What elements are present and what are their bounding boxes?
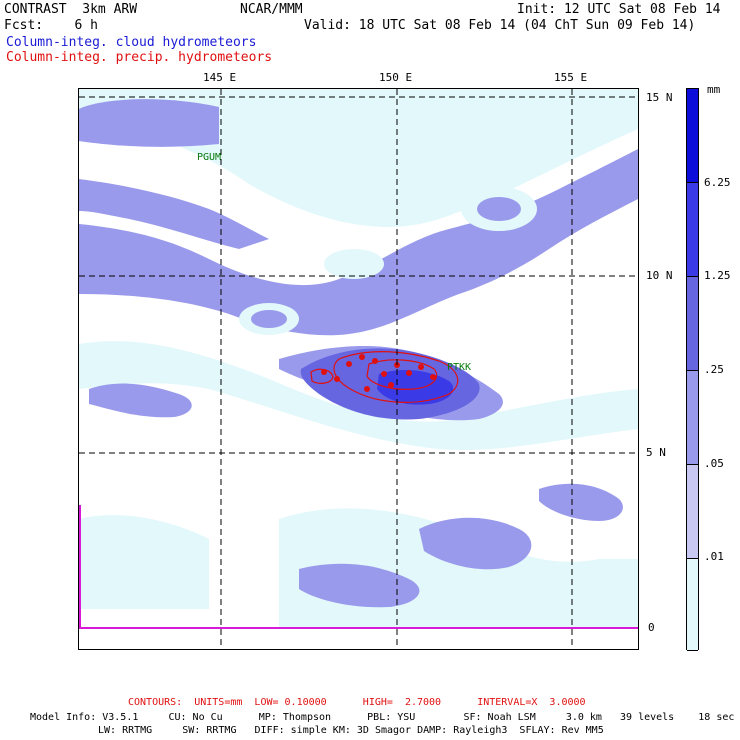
lat-label-5n: 5 N	[646, 446, 666, 459]
lat-label-10n: 10 N	[646, 269, 673, 282]
model-info-line-1: Model Info: V3.5.1 CU: No Cu MP: Thompso…	[30, 712, 735, 723]
field-label-precip: Column-integ. precip. hydrometeors	[6, 50, 273, 65]
colorbar-band-1	[687, 89, 698, 183]
lat-label-15n: 15 N	[646, 91, 673, 104]
lon-label-150: 150 E	[379, 71, 413, 84]
colorbar-label-6-25: 6.25	[704, 176, 731, 189]
center-label: NCAR/MMM	[240, 2, 303, 17]
colorbar-label-05: .05	[704, 457, 724, 470]
colorbar-label-01: .01	[704, 550, 724, 563]
forecast-hour: Fcst: 6 h	[4, 18, 98, 33]
model-title: CONTRAST 3km ARW	[4, 2, 138, 17]
colorbar-band-6	[687, 559, 698, 651]
station-label-pgum: PGUM	[197, 152, 222, 163]
lon-label-155: 155 E	[554, 71, 588, 84]
model-info-line-2: LW: RRTMG SW: RRTMG DIFF: simple KM: 3D …	[98, 725, 604, 736]
colorbar	[686, 88, 699, 651]
colorbar-band-5	[687, 465, 698, 559]
init-time: Init: 12 UTC Sat 08 Feb 14	[517, 2, 721, 17]
colorbar-band-2	[687, 183, 698, 277]
colorbar-label-1-25: 1.25	[704, 269, 731, 282]
lon-label-145: 145 E	[203, 71, 237, 84]
colorbar-band-4	[687, 371, 698, 465]
field-label-cloud: Column-integ. cloud hydrometeors	[6, 35, 257, 50]
station-label-ptkk: PTKK	[447, 362, 472, 373]
colorbar-label-25: .25	[704, 363, 724, 376]
map-field	[79, 89, 638, 649]
lat-label-0: 0	[648, 621, 655, 634]
colorbar-band-3	[687, 277, 698, 371]
colorbar-unit: mm	[707, 83, 721, 96]
map-plot: PGUM PTKK	[78, 88, 639, 650]
valid-time: Valid: 18 UTC Sat 08 Feb 14 (04 ChT Sun …	[304, 18, 696, 33]
contour-info: CONTOURS: UNITS=mm LOW= 0.10000 HIGH= 2.…	[128, 697, 586, 708]
